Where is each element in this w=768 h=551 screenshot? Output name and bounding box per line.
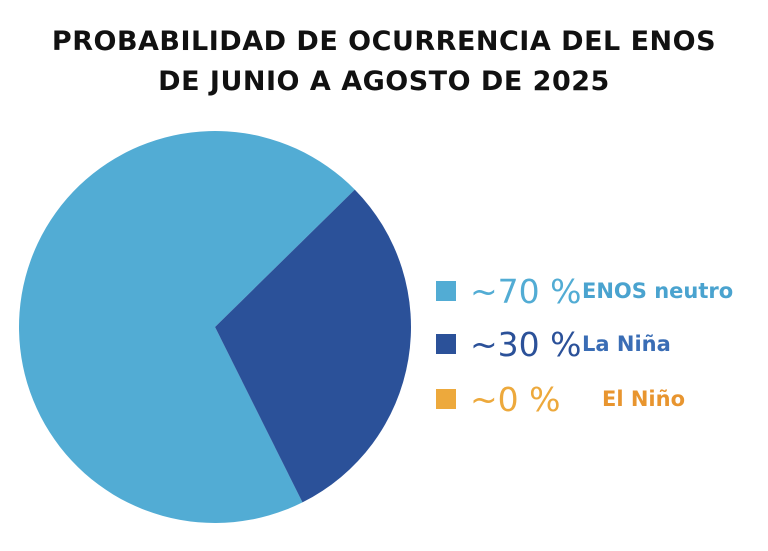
legend-item: ~30 % La Niña <box>436 324 671 364</box>
legend-swatch <box>436 281 456 301</box>
legend-percent: ~70 % <box>470 271 582 311</box>
pie-slice-la-ni-a <box>215 189 411 503</box>
legend-label: El Niño <box>602 387 686 411</box>
legend-percent: ~0 % <box>470 379 561 419</box>
chart-title-line-1: PROBABILIDAD DE OCURRENCIA DEL ENOS <box>51 26 717 57</box>
legend-item: ~70 % ENOS neutro <box>436 271 733 311</box>
legend-label: ENOS neutro <box>582 279 734 303</box>
legend-swatch <box>436 334 456 354</box>
legend-swatch <box>436 389 456 409</box>
legend-percent: ~30 % <box>470 324 582 364</box>
legend-item: ~0 % El Niño <box>436 379 685 419</box>
chart-title-line-2: DE JUNIO A AGOSTO DE 2025 <box>158 66 610 97</box>
legend-label: La Niña <box>582 332 671 356</box>
pie-slice-enos-neutro <box>19 130 355 523</box>
